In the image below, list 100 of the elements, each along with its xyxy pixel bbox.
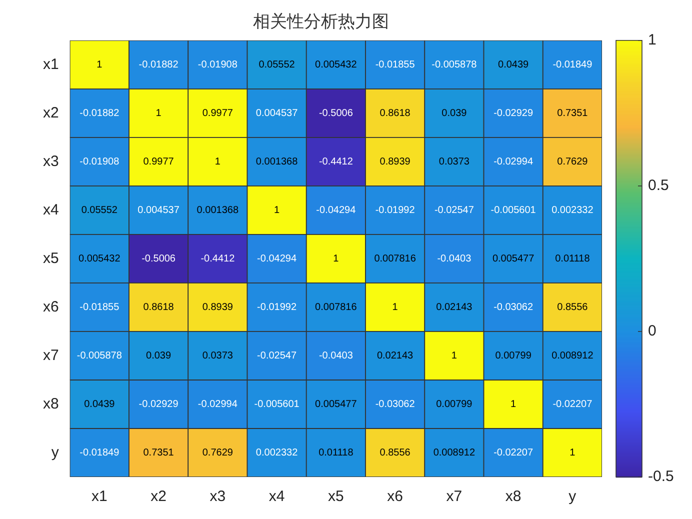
y-tick-label: x8 [43,395,59,412]
data-label: -0.5006 [318,108,354,119]
data-label: -0.02994 [494,156,534,168]
data-label: 1 [510,398,517,410]
data-label: 1 [451,350,458,362]
data-label: -0.01908 [198,59,238,70]
data-label: -0.4412 [318,156,354,168]
x-tick-label: x3 [210,488,226,506]
x-tick-label: x5 [328,488,344,506]
data-label: 0.8556 [557,302,588,313]
x-tick-label: x7 [446,488,462,506]
data-label: -0.02547 [434,204,474,216]
data-label: -0.0403 [437,253,472,264]
data-label: 0.8939 [380,156,411,168]
y-tick-label: x4 [43,201,59,218]
x-tick-label: x4 [268,488,285,506]
data-label: -0.01855 [80,302,120,313]
color-bar-label: 1 [648,32,656,49]
data-label: -0.01992 [257,302,297,313]
data-label: -0.01849 [552,59,593,70]
data-label: 0.05552 [258,59,296,70]
data-label: 1 [570,447,576,458]
data-label: -0.01849 [80,447,120,458]
data-label: 1 [333,253,340,264]
x-tick-label: y [568,488,577,506]
data-label: 1 [214,156,221,168]
data-label: 0.039 [442,108,468,119]
data-label: 0.002332 [256,447,298,458]
data-label: -0.02547 [257,350,297,362]
data-label: 0.008912 [552,350,594,362]
data-label: 0.002332 [552,204,594,216]
data-label: -0.005878 [432,59,478,70]
data-label: -0.01992 [375,204,416,216]
color-bar-label: -0.5 [648,468,674,486]
data-label: 0.004537 [138,204,180,216]
y-tick-label: x2 [43,104,59,122]
data-label: -0.005601 [490,204,536,216]
data-label: -0.5006 [142,253,176,264]
data-label: -0.03062 [375,398,416,410]
data-label: 0.01118 [318,447,354,458]
data-label: 0.7351 [557,108,588,119]
data-label: 0.005477 [315,398,358,410]
x-tick-label: x6 [387,488,403,506]
y-tick-label: x5 [43,250,59,267]
chart-title: 相关性分析热力图 [253,12,389,31]
data-label: -0.04294 [257,253,297,264]
data-label: -0.4412 [200,253,236,264]
data-label: 0.005477 [492,253,535,264]
data-label: -0.01908 [80,156,120,168]
y-tick-label: x6 [43,298,59,316]
color-bar-label: 0.5 [648,177,669,194]
data-label: 0.008912 [433,447,476,458]
data-label: 0.00799 [495,350,532,362]
data-label: -0.01882 [80,108,120,119]
data-label: 0.039 [146,350,172,362]
data-label: 0.9977 [202,108,234,119]
data-label: -0.005878 [76,350,122,362]
data-label: 0.05552 [81,204,118,216]
data-label: 0.005432 [78,253,121,264]
data-label: 0.0373 [438,156,470,168]
data-label: -0.01882 [138,59,179,70]
data-label: 0.01118 [555,253,590,264]
data-label: 0.0439 [498,59,530,70]
y-tick-label: x7 [43,346,59,364]
x-tick-label: x1 [91,488,108,506]
data-label: 1 [156,108,162,119]
data-label: 1 [274,204,280,216]
data-label: 1 [96,59,103,70]
data-label: -0.02929 [494,108,534,119]
data-label: 0.001368 [256,156,298,168]
data-label: -0.04294 [316,204,356,216]
data-label: -0.02929 [138,398,179,410]
data-label: 0.0373 [202,350,234,362]
data-label: 0.7629 [557,156,588,168]
data-label: 0.9977 [143,156,174,168]
data-label: 0.8939 [202,302,234,313]
data-label: -0.02994 [198,398,238,410]
color-bar-label: 0 [648,322,656,340]
data-label: 0.0439 [84,398,116,410]
data-label: 0.00799 [436,398,473,410]
data-label: 0.7629 [202,447,234,458]
data-label: 1 [392,302,398,313]
y-tick-label: y [51,444,60,461]
y-tick-label: x3 [43,152,59,170]
data-label: 0.8618 [380,108,411,119]
data-label: -0.02207 [552,398,593,410]
data-label: -0.03062 [494,302,534,313]
data-label: 0.02143 [376,350,414,362]
data-label: 0.007816 [374,253,416,264]
x-tick-label: x2 [150,488,166,506]
data-label: 0.001368 [196,204,239,216]
data-label: 0.8556 [380,447,411,458]
data-label: 0.005432 [315,59,358,70]
data-label: -0.0403 [318,350,354,362]
data-label: -0.005601 [254,398,300,410]
data-label: 0.7351 [143,447,174,458]
x-tick-label: x8 [505,488,522,506]
data-label: 0.8618 [143,302,174,313]
data-label: -0.02207 [494,447,534,458]
y-tick-label: x1 [43,56,59,73]
